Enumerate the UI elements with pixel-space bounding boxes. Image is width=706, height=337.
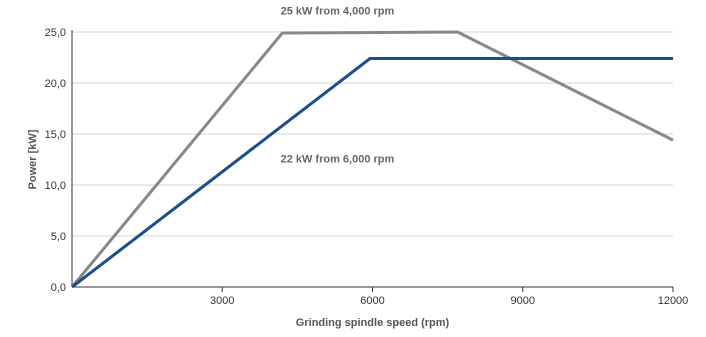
series-lines — [70, 30, 674, 289]
x-tick-label: 12000 — [658, 295, 689, 307]
x-tick-label: 3000 — [210, 295, 234, 307]
axes — [71, 30, 674, 292]
x-axis-title: Grinding spindle speed (rpm) — [296, 317, 450, 329]
y-tick-label: 5,0 — [51, 231, 66, 243]
x-tick-label: 9000 — [511, 295, 535, 307]
y-tick-label: 10,0 — [45, 180, 66, 192]
y-axis-title: Power [kW] — [27, 129, 39, 189]
y-tick-label: 25,0 — [45, 27, 66, 39]
y-tick-label: 20,0 — [45, 78, 66, 90]
y-tick-label: 15,0 — [45, 129, 66, 141]
x-tick-label: 6000 — [360, 295, 384, 307]
gridlines — [72, 31, 673, 237]
annotation-label: 25 kW from 4,000 rpm — [281, 6, 395, 18]
y-tick-label: 0,0 — [51, 282, 66, 294]
series-line-1 — [70, 30, 674, 288]
series-line-2 — [71, 57, 673, 289]
annotation-label: 22 kW from 6,000 rpm — [281, 154, 395, 166]
labels: 0,0 5,0 10,0 15,0 20,0 25,0 3000 6000 9000 12000 2… — [27, 6, 688, 329]
